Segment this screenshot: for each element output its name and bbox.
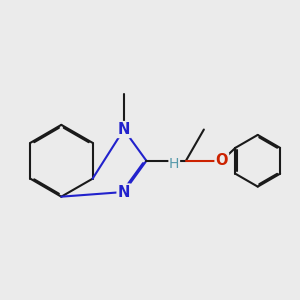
- Text: N: N: [118, 184, 130, 200]
- Text: O: O: [216, 153, 228, 168]
- Text: H: H: [169, 158, 179, 171]
- Text: N: N: [118, 122, 130, 137]
